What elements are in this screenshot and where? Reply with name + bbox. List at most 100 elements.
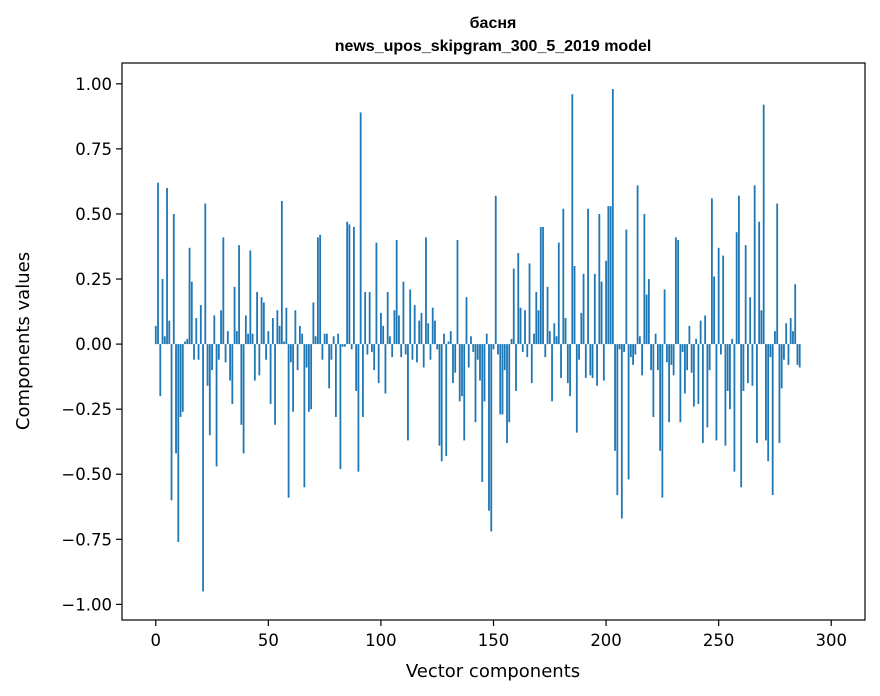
bar-272 bbox=[767, 344, 770, 462]
bar-4 bbox=[163, 336, 166, 345]
bar-31 bbox=[224, 344, 227, 363]
bar-216 bbox=[641, 344, 643, 376]
x-tick-label: 0 bbox=[151, 631, 162, 650]
bar-144 bbox=[479, 344, 481, 381]
x-tick-label: 250 bbox=[703, 631, 735, 650]
bar-68 bbox=[307, 344, 310, 412]
bar-116 bbox=[416, 344, 418, 363]
bar-171 bbox=[539, 226, 542, 345]
bar-75 bbox=[323, 333, 326, 345]
bar-201 bbox=[607, 206, 610, 345]
bar-205 bbox=[616, 344, 619, 496]
bar-43 bbox=[251, 333, 254, 345]
bar-174 bbox=[546, 286, 549, 345]
bar-172 bbox=[542, 226, 544, 345]
bar-178 bbox=[555, 336, 558, 345]
bar-132 bbox=[452, 344, 454, 384]
bar-206 bbox=[618, 344, 621, 350]
bar-35 bbox=[233, 286, 236, 345]
bar-278 bbox=[780, 344, 783, 389]
bar-234 bbox=[681, 344, 684, 352]
bar-129 bbox=[445, 344, 448, 457]
bar-115 bbox=[413, 305, 416, 345]
bar-41 bbox=[247, 333, 249, 345]
bar-276 bbox=[776, 203, 779, 345]
bar-137 bbox=[463, 344, 466, 441]
bar-263 bbox=[747, 344, 749, 384]
bar-20 bbox=[199, 305, 202, 345]
bar-118 bbox=[420, 312, 423, 345]
bar-37 bbox=[238, 245, 240, 345]
bar-122 bbox=[429, 344, 432, 360]
bar-194 bbox=[591, 344, 594, 378]
bar-65 bbox=[301, 333, 304, 345]
bar-207 bbox=[620, 344, 623, 519]
chart-subtitle: news_upos_skipgram_300_5_2019 model bbox=[335, 38, 652, 55]
bar-252 bbox=[722, 255, 725, 345]
bar-165 bbox=[526, 344, 529, 358]
bar-27 bbox=[215, 344, 218, 467]
bar-282 bbox=[789, 318, 792, 345]
bar-247 bbox=[711, 198, 713, 345]
bar-159 bbox=[512, 268, 515, 345]
bar-220 bbox=[650, 344, 653, 371]
bar-77 bbox=[328, 344, 331, 389]
bar-225 bbox=[661, 344, 664, 498]
bar-269 bbox=[760, 310, 763, 345]
bar-22 bbox=[204, 203, 207, 345]
bar-78 bbox=[330, 344, 333, 360]
bar-249 bbox=[715, 344, 718, 441]
bar-34 bbox=[231, 344, 234, 404]
bar-168 bbox=[533, 333, 535, 345]
bar-119 bbox=[422, 344, 425, 368]
bar-73 bbox=[319, 234, 322, 345]
bar-55 bbox=[278, 325, 281, 345]
x-tick-label: 300 bbox=[815, 631, 847, 650]
bar-125 bbox=[436, 344, 439, 350]
bar-271 bbox=[765, 344, 767, 441]
bar-8 bbox=[172, 213, 175, 345]
bar-173 bbox=[544, 344, 547, 358]
bar-162 bbox=[519, 307, 522, 345]
bar-90 bbox=[357, 344, 360, 472]
bar-62 bbox=[294, 310, 297, 345]
bar-156 bbox=[506, 344, 508, 444]
bar-185 bbox=[571, 94, 574, 345]
y-axis-label: Components values bbox=[13, 252, 34, 430]
bar-166 bbox=[528, 263, 531, 345]
bar-284 bbox=[794, 284, 797, 345]
bar-2 bbox=[159, 344, 162, 397]
bar-154 bbox=[501, 344, 504, 415]
bar-161 bbox=[517, 253, 520, 345]
bar-105 bbox=[391, 344, 394, 358]
bar-139 bbox=[467, 344, 470, 368]
bar-72 bbox=[316, 237, 319, 345]
bar-175 bbox=[548, 331, 551, 345]
plot-frame bbox=[121, 62, 866, 621]
bar-229 bbox=[670, 344, 673, 365]
bar-262 bbox=[744, 245, 747, 345]
bar-11 bbox=[179, 344, 182, 417]
bar-108 bbox=[398, 315, 400, 345]
bar-147 bbox=[485, 333, 488, 345]
bar-235 bbox=[683, 344, 686, 394]
bar-259 bbox=[738, 195, 740, 345]
bar-238 bbox=[690, 344, 693, 373]
bar-39 bbox=[242, 344, 245, 454]
bar-270 bbox=[762, 104, 765, 345]
bar-100 bbox=[380, 312, 382, 345]
bar-226 bbox=[663, 289, 666, 345]
bar-169 bbox=[535, 292, 538, 345]
bar-215 bbox=[638, 336, 641, 345]
bar-244 bbox=[704, 315, 707, 345]
bar-243 bbox=[701, 344, 704, 444]
bar-51 bbox=[269, 344, 272, 404]
y-tick-label: 0.75 bbox=[75, 140, 112, 159]
bar-33 bbox=[229, 344, 231, 381]
y-tick-label: 1.00 bbox=[75, 75, 112, 94]
bar-12 bbox=[181, 344, 184, 412]
bar-191 bbox=[584, 344, 587, 378]
x-tick-label: 100 bbox=[365, 631, 397, 650]
bar-3 bbox=[161, 279, 164, 345]
bar-273 bbox=[769, 344, 772, 358]
